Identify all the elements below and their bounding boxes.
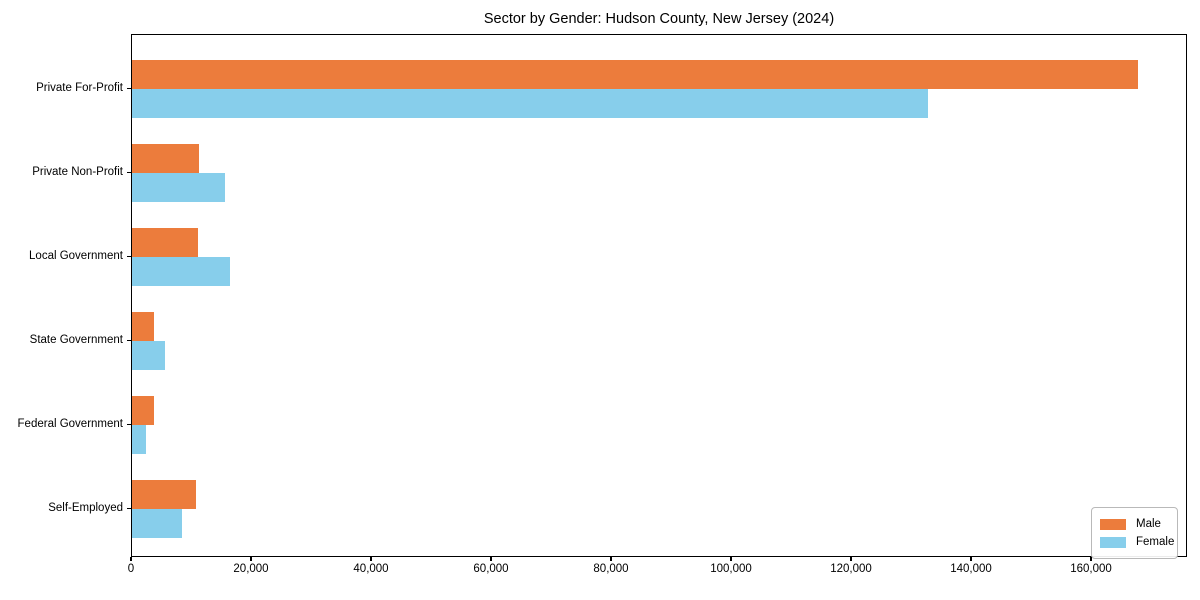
y-tick-mark bbox=[127, 508, 131, 510]
x-tick-label: 160,000 bbox=[1070, 563, 1112, 575]
x-tick-label: 0 bbox=[127, 563, 135, 575]
bar-male-4 bbox=[132, 396, 154, 425]
x-tick-mark bbox=[850, 557, 852, 561]
bar-female-0 bbox=[132, 89, 928, 118]
legend-swatch-female bbox=[1100, 536, 1126, 548]
bar-female-4 bbox=[132, 425, 147, 454]
bar-female-3 bbox=[132, 341, 165, 370]
x-tick-label: 60,000 bbox=[473, 563, 509, 575]
x-tick-label: 20,000 bbox=[233, 563, 269, 575]
legend-swatch-male bbox=[1100, 518, 1126, 530]
bar-female-2 bbox=[132, 257, 231, 286]
x-tick-label: 140,000 bbox=[950, 563, 992, 575]
plot-area: Male Female bbox=[131, 34, 1187, 559]
y-tick-mark bbox=[127, 256, 131, 258]
x-tick-mark bbox=[490, 557, 492, 561]
x-tick-label: 120,000 bbox=[830, 563, 872, 575]
x-tick-mark bbox=[1090, 557, 1092, 561]
x-tick-mark bbox=[970, 557, 972, 561]
y-tick-mark bbox=[127, 172, 131, 174]
y-tick-label: Private Non-Profit bbox=[32, 166, 123, 178]
x-tick-mark bbox=[130, 557, 132, 561]
chart-title: Sector by Gender: Hudson County, New Jer… bbox=[483, 11, 835, 27]
legend-label: Female bbox=[1136, 536, 1175, 548]
legend-entry-female: Female bbox=[1100, 534, 1174, 550]
y-tick-label: Federal Government bbox=[17, 418, 123, 430]
x-tick-mark bbox=[610, 557, 612, 561]
x-tick-mark bbox=[370, 557, 372, 561]
y-tick-mark bbox=[127, 424, 131, 426]
legend-label: Male bbox=[1136, 518, 1161, 530]
y-tick-label: Self-Employed bbox=[48, 502, 123, 514]
bar-male-2 bbox=[132, 228, 198, 257]
bar-male-1 bbox=[132, 144, 199, 173]
y-tick-mark bbox=[127, 340, 131, 342]
bar-female-5 bbox=[132, 509, 182, 538]
legend-entry-male: Male bbox=[1100, 516, 1169, 532]
x-tick-mark bbox=[250, 557, 252, 561]
x-tick-label: 80,000 bbox=[593, 563, 629, 575]
y-tick-label: Local Government bbox=[29, 250, 123, 262]
x-tick-label: 40,000 bbox=[353, 563, 389, 575]
bar-male-3 bbox=[132, 312, 155, 341]
y-tick-label: Private For-Profit bbox=[36, 82, 123, 94]
y-tick-mark bbox=[127, 88, 131, 90]
x-tick-mark bbox=[730, 557, 732, 561]
y-tick-label: State Government bbox=[29, 334, 123, 346]
x-tick-label: 100,000 bbox=[710, 563, 752, 575]
bar-female-1 bbox=[132, 173, 225, 202]
bar-male-5 bbox=[132, 480, 197, 509]
legend: Male Female bbox=[1091, 507, 1178, 559]
bar-male-0 bbox=[132, 60, 1138, 89]
